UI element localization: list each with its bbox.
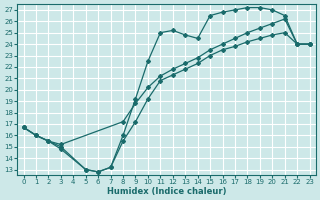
X-axis label: Humidex (Indice chaleur): Humidex (Indice chaleur) — [107, 187, 226, 196]
